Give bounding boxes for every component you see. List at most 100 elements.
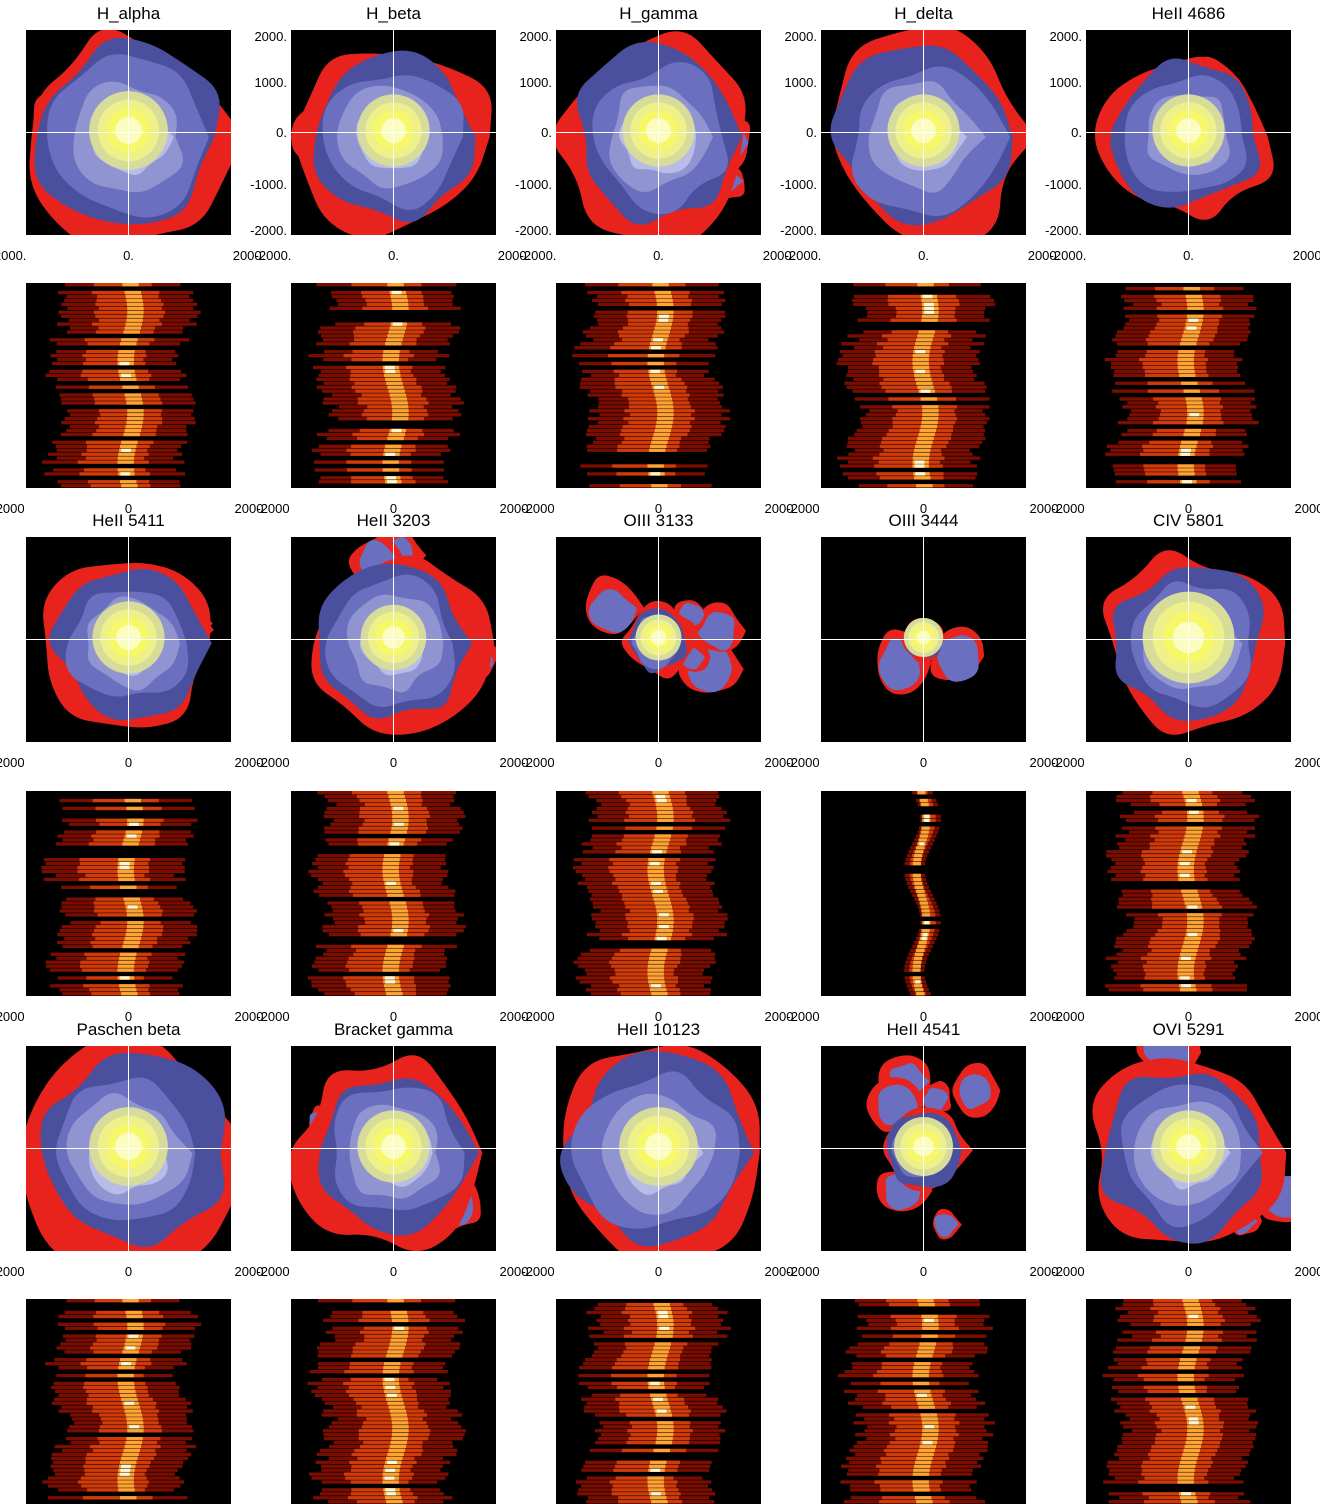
spectrum-row-peak (118, 1385, 135, 1390)
doppler-map-1 (291, 30, 496, 235)
trailed-spectrum-25 (26, 1299, 231, 1504)
spectrum-row-mid (83, 1385, 148, 1390)
spectrum-row-peak (1187, 818, 1204, 822)
spectrum-row-mid (345, 964, 413, 968)
spectrum-row-highlight (119, 361, 130, 366)
spectrum-row-peak (921, 298, 938, 303)
spectrum-row-mid (612, 980, 678, 984)
spectrum-row-mid (613, 369, 678, 374)
spectrum-row-mid (887, 338, 945, 342)
spectrum-row-mid (348, 968, 410, 972)
spectrum-row-peak (382, 353, 400, 358)
spectrum-row-mid (611, 956, 681, 960)
spectrum-row-peak (918, 897, 927, 901)
spectrum-row-highlight (1181, 956, 1191, 960)
spectrum-row-mid (350, 988, 416, 992)
spectrum-row-mid (85, 350, 146, 354)
spectrum-row-peak (382, 869, 399, 874)
spectrum-row-highlight (653, 338, 664, 342)
spectrum-row-peak (649, 956, 666, 960)
spectrum-row-highlight (924, 310, 935, 314)
spectrum-row-mid (85, 456, 145, 460)
spectrum-row-peak (912, 365, 930, 370)
y-tick-label: 2000. (1049, 29, 1082, 44)
spectrum-row-peak (1182, 842, 1199, 846)
doppler-map-0 (26, 30, 231, 235)
spectrum-row-mid (80, 960, 150, 964)
spectrum-row-peak (655, 424, 673, 429)
doppler-map-21 (291, 1046, 496, 1251)
spectrum-row-mid (881, 1362, 943, 1366)
spectrum-row-mid (77, 869, 149, 874)
x-tick-label: 0 (389, 501, 398, 516)
spectrum-row-peak (1183, 286, 1200, 291)
spectrum-row-peak (650, 885, 667, 889)
spectrum-row-mid (80, 1476, 147, 1480)
spectrum-row-peak (125, 830, 143, 834)
spectrum-row-mid (352, 893, 421, 897)
spectrum-row-highlight (651, 346, 661, 350)
spectrum-row-peak (916, 948, 925, 953)
spectrum-row-highlight (119, 976, 130, 980)
spectrum-row-mid (351, 1354, 419, 1358)
spectrum-row-highlight (1186, 798, 1197, 803)
spectrum-row-peak (125, 397, 143, 401)
spectrum-row-mid (874, 350, 945, 354)
doppler-map-23 (821, 1046, 1026, 1251)
spectrum-row-mid (86, 448, 148, 452)
spectrum-row-peak (1178, 960, 1195, 964)
spectrum-row-peak (1181, 1397, 1198, 1401)
spectrum-row-peak (922, 1429, 939, 1433)
x-tick-label: -2000 (1051, 1264, 1085, 1279)
spectrum-row-peak (917, 1452, 934, 1457)
spectrum-row-mid (876, 472, 944, 476)
spectrum-row-peak (922, 409, 939, 413)
y-tick-label: 1000. (784, 75, 817, 91)
spectrum-row-peak (119, 1389, 136, 1394)
spectrum-row-highlight (121, 373, 131, 378)
spectrum-row-peak (919, 834, 928, 838)
spectrum-row-peak (387, 1452, 404, 1457)
spectrum-row-peak (383, 858, 400, 862)
spectrum-row-peak (386, 1354, 403, 1358)
spectrum-row-mid (1142, 865, 1206, 870)
spectrum-row-mid (1142, 444, 1214, 448)
x-tick-label: 2000. (1292, 248, 1320, 263)
spectrum-row-peak (123, 330, 140, 334)
spectrum-row-peak (387, 385, 404, 389)
spectrum-row-mid (82, 353, 147, 358)
spectrum-row-peak (117, 353, 135, 358)
spectrum-row-peak (127, 1326, 144, 1330)
spectrum-row-peak (120, 988, 137, 992)
y-tick-label: 0. (541, 124, 552, 140)
spectrum-row-mid (878, 373, 945, 378)
spectrum-row-peak (1183, 1448, 1200, 1453)
spectrum-row-mid (347, 1496, 418, 1500)
spectrum-row-highlight (125, 1346, 136, 1350)
spectrum-row-mid (883, 377, 944, 381)
spectrum-row-peak (124, 428, 142, 433)
spectrum-row-highlight (1181, 984, 1191, 988)
spectrum-row-peak (1186, 401, 1203, 405)
spectrum-row-peak (916, 381, 933, 385)
spectrum-row-mid (609, 960, 681, 964)
spectrum-row-mid (886, 1354, 946, 1358)
spectrum-row-peak (656, 417, 674, 421)
spectrum-row-peak (118, 858, 135, 862)
spectrum-row-mid (615, 1476, 674, 1480)
spectrum-row-peak (649, 448, 666, 452)
spectrum-row-mid (878, 460, 940, 464)
spectrum-row-mid (1141, 1472, 1208, 1476)
spectrum-row-mid (1147, 1362, 1207, 1366)
spectrum-row-mid (349, 377, 417, 381)
spectrum-row-peak (384, 1464, 401, 1468)
spectrum-row-peak (1177, 353, 1195, 358)
y-tick-label: -1000. (250, 176, 287, 192)
spectrum-row-peak (915, 377, 932, 381)
spectrum-row-mid (353, 1397, 417, 1401)
spectrum-row-peak (657, 1322, 674, 1327)
spectrum-row-peak (918, 1302, 935, 1307)
spectrum-row-peak (1187, 917, 1204, 921)
spectrum-row-mid (91, 992, 150, 996)
spectrum-row-mid (82, 1496, 153, 1500)
